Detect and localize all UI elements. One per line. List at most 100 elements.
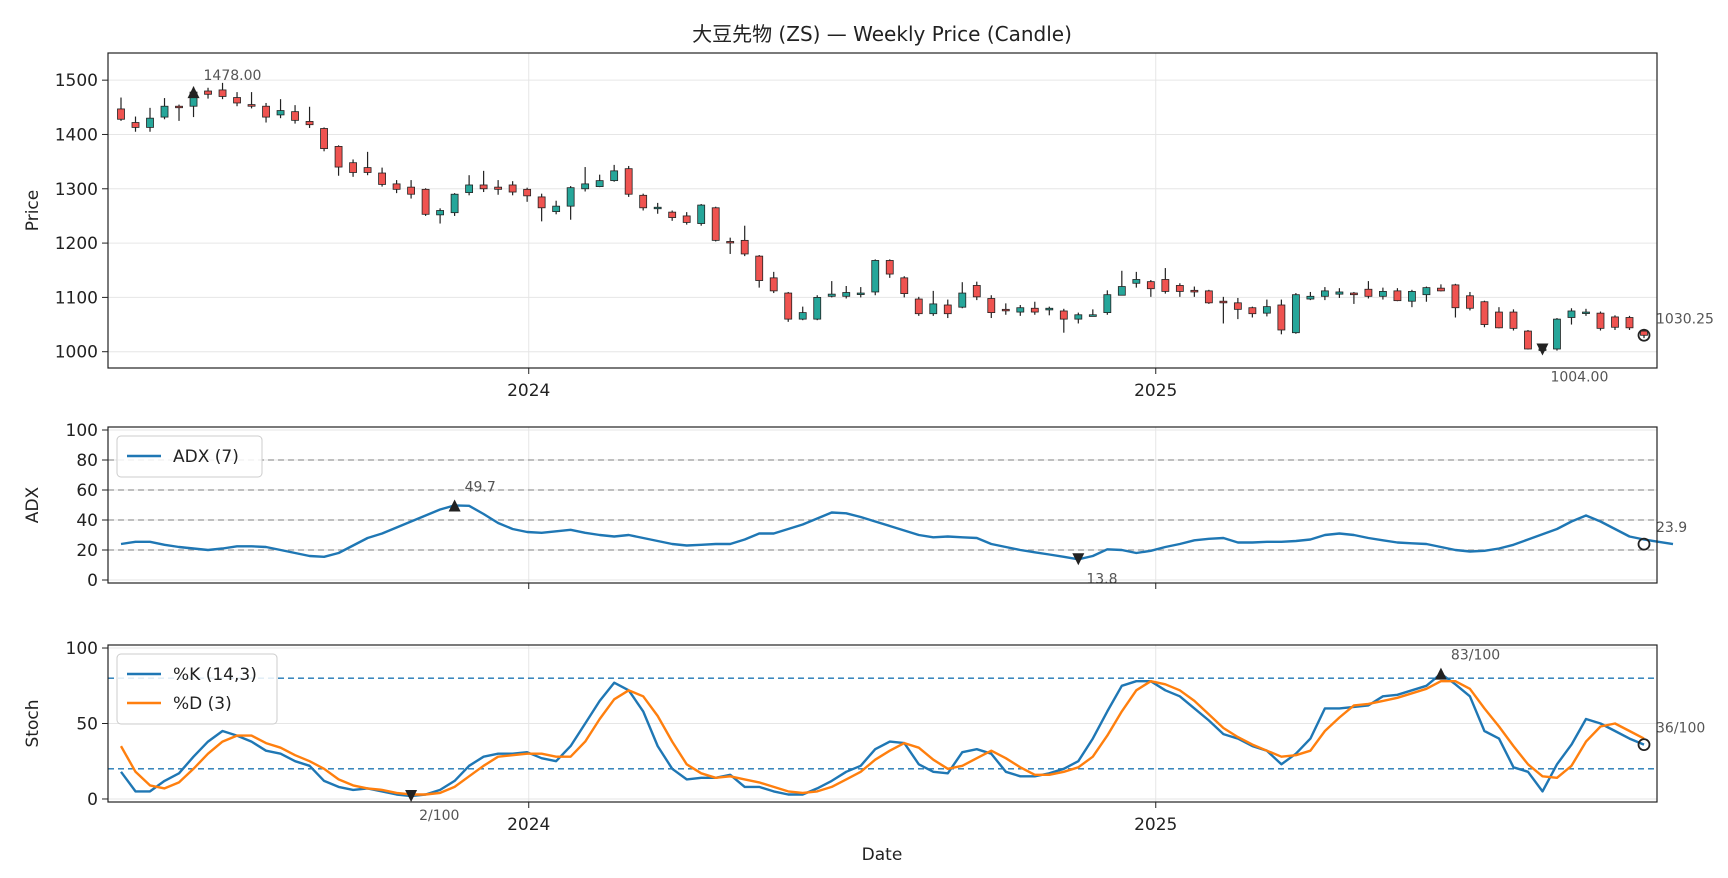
candle-body	[842, 292, 851, 297]
candle-body	[1379, 291, 1387, 297]
candle-body	[233, 97, 241, 104]
candle-body	[972, 285, 981, 298]
candle-body	[1408, 291, 1416, 302]
candle-body	[827, 293, 836, 297]
candle-body	[581, 183, 590, 190]
candle-body	[914, 298, 923, 315]
candle-body	[566, 187, 575, 207]
candle-body	[363, 167, 372, 173]
candle-body	[1611, 316, 1619, 328]
candle-body	[769, 277, 778, 292]
candle-body	[755, 255, 764, 281]
candle-body	[682, 215, 691, 223]
y-axis-label: ADX	[23, 486, 43, 523]
series-line-1	[119, 680, 1645, 796]
candle-body	[1132, 279, 1141, 284]
candle-body	[1161, 279, 1170, 292]
y-tick-label: 1300	[55, 180, 98, 200]
candle-body	[1016, 307, 1025, 313]
candle-body	[407, 186, 415, 195]
candle-body	[798, 312, 807, 320]
low-annotation: 13.8	[1086, 571, 1117, 587]
candle-body	[552, 205, 561, 212]
candle-body	[131, 122, 140, 128]
y-tick-label: 0	[87, 571, 98, 591]
candle-body	[291, 111, 299, 121]
candle-body	[885, 260, 894, 275]
y-axis-label: Price	[23, 190, 43, 231]
candle-body	[1277, 304, 1286, 331]
candle-body	[1262, 306, 1271, 314]
candle-body	[421, 188, 430, 215]
price-panel: 1000 1100 1200 1300 1400 1500 2024 2025 Price 147…	[23, 52, 1714, 401]
candle-body	[508, 184, 517, 193]
plot-frame	[107, 426, 1658, 584]
adx-panel: 0 20 40 60 80 100 ADX 49.7 13.8 23.9 ADX (7)	[23, 421, 1687, 591]
candle-body	[900, 277, 909, 294]
low-marker	[405, 789, 418, 802]
candle-body	[436, 210, 445, 216]
y-tick-label: 80	[76, 451, 98, 471]
candle-body	[1291, 294, 1300, 334]
candle-body	[813, 296, 822, 320]
legend-box	[116, 435, 263, 478]
candle-body	[1146, 281, 1155, 290]
last-annotation: 36/100	[1656, 721, 1705, 737]
y-tick-label: 20	[76, 541, 98, 561]
plot-frame	[107, 644, 1658, 803]
candle-body	[1117, 286, 1126, 296]
candle-body	[1219, 300, 1228, 304]
candle-body	[1248, 307, 1257, 315]
candle-body	[378, 172, 386, 185]
candle-body	[320, 128, 328, 149]
last-marker	[1637, 738, 1651, 752]
legend-label: %D (3)	[173, 694, 232, 714]
candle-body	[639, 194, 648, 209]
y-tick-label: 40	[76, 511, 98, 531]
x-tick-label: 2025	[1134, 815, 1177, 835]
candle-body	[1422, 287, 1431, 296]
candle-body	[929, 303, 938, 315]
candle-body	[1074, 314, 1083, 320]
low-marker	[1072, 553, 1085, 566]
candle-body	[871, 260, 880, 293]
candle-body	[305, 121, 314, 126]
candle-body	[1103, 294, 1112, 314]
candle-body	[1001, 308, 1010, 312]
candle-body	[958, 292, 967, 308]
candle-body	[610, 170, 619, 182]
series-line-0	[120, 504, 1674, 561]
candle-body	[624, 168, 633, 195]
candle-body	[160, 105, 169, 118]
high-annotation: 49.7	[465, 479, 496, 495]
high-annotation: 1478.00	[204, 68, 262, 84]
candle-body	[1582, 311, 1590, 314]
candle-body	[523, 188, 532, 197]
candle-body	[784, 292, 793, 320]
y-tick-label: 100	[66, 639, 98, 659]
candle-body	[1059, 310, 1068, 320]
y-axis-label: Stoch	[23, 700, 43, 748]
candle-body	[653, 206, 662, 210]
candle-body	[146, 117, 154, 128]
candle-body	[1437, 287, 1445, 292]
high-marker	[187, 86, 200, 99]
candle-body	[218, 89, 227, 97]
candle-body	[450, 193, 459, 214]
candle-body	[1030, 307, 1039, 313]
y-tick-label: 1200	[55, 234, 98, 254]
low-annotation: 1004.00	[1550, 370, 1608, 386]
candle-body	[1553, 318, 1561, 350]
candle-body	[1495, 311, 1503, 329]
y-tick-label: 1500	[55, 71, 98, 91]
candle-body	[117, 108, 125, 120]
candle-body	[1625, 317, 1634, 329]
high-annotation: 83/100	[1451, 648, 1500, 664]
candle-body	[1175, 285, 1184, 292]
candle-body	[1306, 295, 1315, 300]
candle-body	[1364, 288, 1373, 297]
plot-frame	[107, 52, 1658, 369]
y-tick-label: 60	[76, 481, 98, 501]
